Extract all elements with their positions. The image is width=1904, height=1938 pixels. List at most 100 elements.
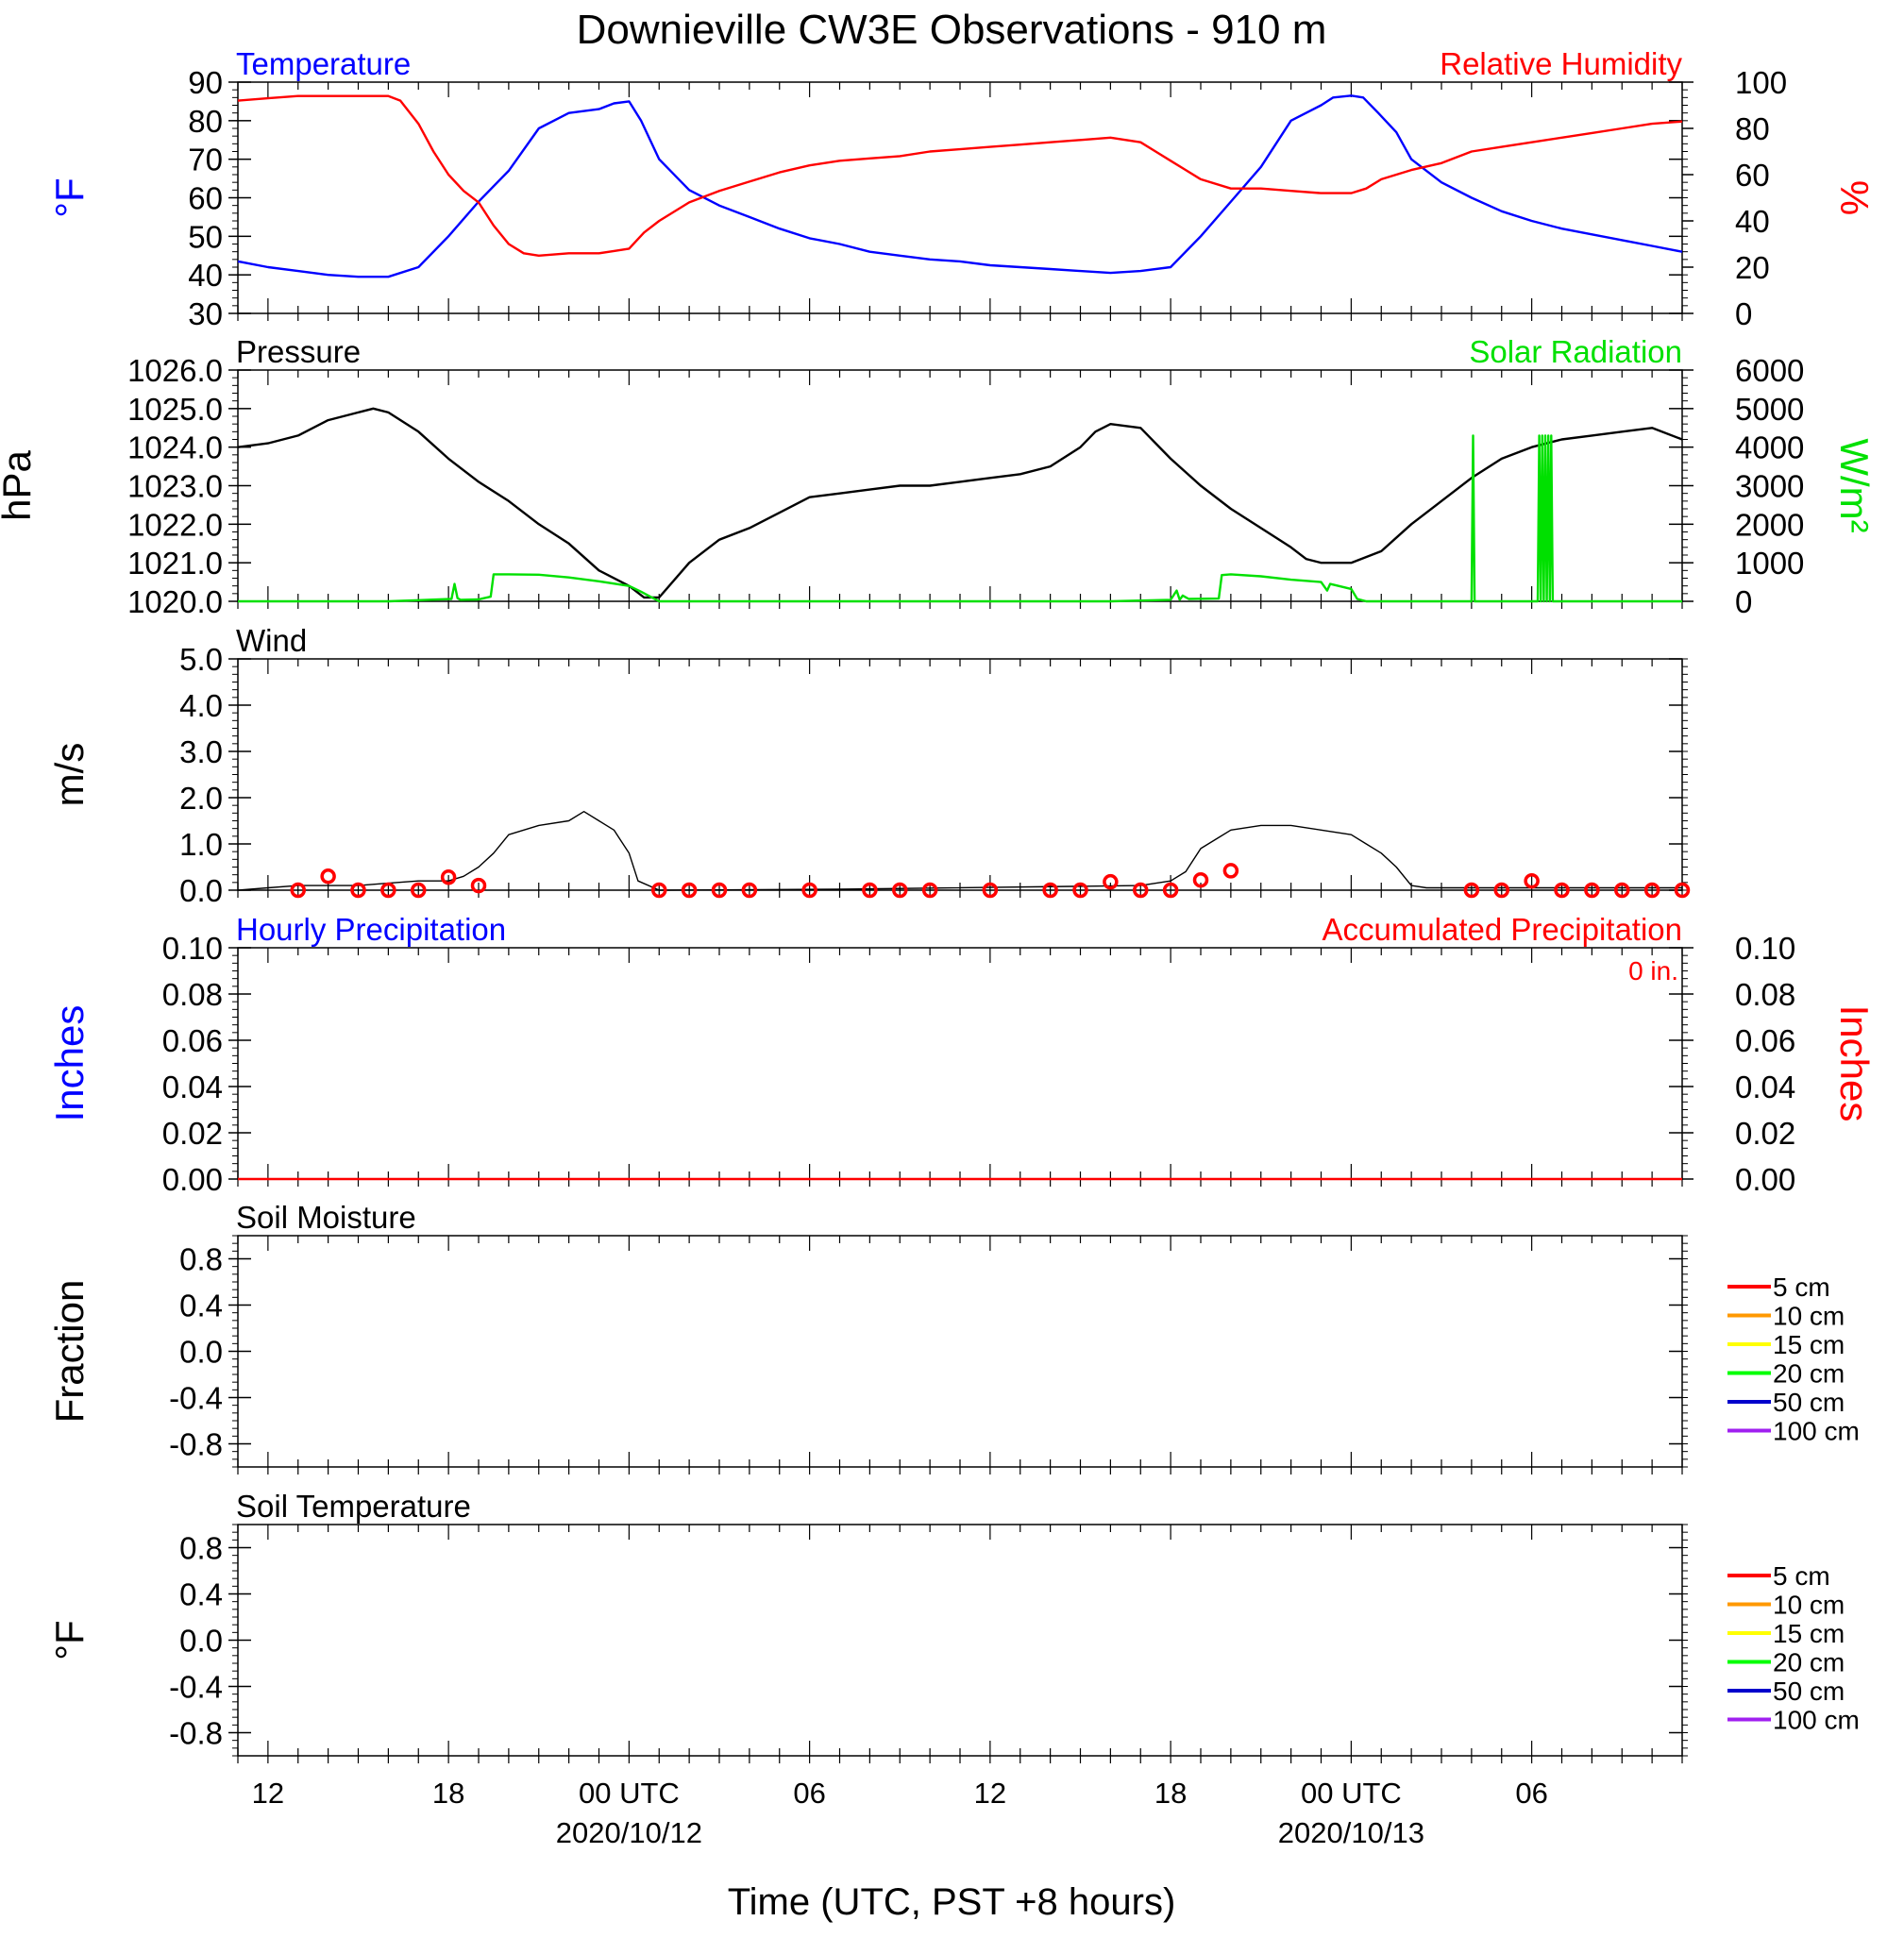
y-tick-label-left: 1026.0 xyxy=(127,353,223,388)
wind-marker xyxy=(1192,871,1209,888)
panel-title-left: Hourly Precipitation xyxy=(236,912,506,947)
wind-marker xyxy=(651,882,667,899)
wind-marker xyxy=(982,882,999,899)
series-line xyxy=(237,811,1682,891)
y-tick-label-left: 0.04 xyxy=(162,1070,223,1104)
wind-marker xyxy=(290,882,306,899)
series-line xyxy=(238,434,1682,603)
wind-marker xyxy=(1524,872,1540,889)
y-tick-label-left: 0.10 xyxy=(162,931,223,966)
y-tick-label-left: 5.0 xyxy=(179,642,223,677)
wind-marker xyxy=(350,882,366,899)
x-tick-label: 00 UTC xyxy=(579,1777,680,1810)
y-axis-label-right: % xyxy=(1832,180,1877,215)
wind-marker xyxy=(470,877,487,894)
wind-marker xyxy=(1103,873,1119,890)
x-tick-date-label: 2020/10/13 xyxy=(1278,1816,1424,1849)
panel-title-right: Accumulated Precipitation xyxy=(1322,912,1682,947)
panel-frame xyxy=(237,658,1683,891)
wind-marker xyxy=(1222,863,1239,879)
y-axis-label-left: Inches xyxy=(47,1005,92,1122)
y-tick-label-left: 1023.0 xyxy=(127,469,223,504)
y-axis-label-left: Fraction xyxy=(47,1280,92,1424)
x-tick-label: 06 xyxy=(793,1777,825,1810)
wind-marker xyxy=(1133,882,1149,899)
panel-title-right: Solar Radiation xyxy=(1469,334,1682,369)
y-tick-label-left: 0.4 xyxy=(179,1289,223,1323)
y-tick-label-left: -0.8 xyxy=(169,1716,223,1751)
y-axis-label-left: m/s xyxy=(47,743,92,807)
wind-marker xyxy=(681,882,698,899)
y-tick-label-right: 40 xyxy=(1735,204,1770,239)
y-tick-label-left: 50 xyxy=(188,219,223,254)
y-axis-label-left: °F xyxy=(47,177,92,217)
y-axis-label-right: Inches xyxy=(1832,1005,1877,1122)
y-tick-label-right: 0 xyxy=(1735,584,1752,619)
y-tick-label-left: 4.0 xyxy=(179,688,223,723)
y-tick-label-left: 1020.0 xyxy=(127,584,223,619)
y-tick-label-left: 90 xyxy=(188,65,223,100)
y-tick-label-left: 40 xyxy=(188,258,223,293)
x-tick-label: 06 xyxy=(1515,1777,1547,1810)
y-tick-label-right: 0.08 xyxy=(1735,977,1795,1012)
y-tick-label-right: 0.06 xyxy=(1735,1023,1795,1058)
x-tick-label: 18 xyxy=(432,1777,464,1810)
wind-marker xyxy=(711,882,728,899)
legend-label: 100 cm xyxy=(1773,1417,1860,1446)
legend-label: 50 cm xyxy=(1773,1677,1845,1706)
y-tick-label-right: 0 xyxy=(1735,296,1752,331)
accumulated-total-label: 0 in. xyxy=(1628,956,1678,986)
y-tick-label-left: 0.8 xyxy=(179,1242,223,1277)
y-tick-label-right: 60 xyxy=(1735,158,1770,193)
y-tick-label-right: 1000 xyxy=(1735,546,1804,581)
y-tick-label-left: 1021.0 xyxy=(127,546,223,581)
panel-frame xyxy=(237,369,1683,602)
y-tick-label-left: 30 xyxy=(188,296,223,331)
y-axis-label-left: hPa xyxy=(0,449,39,520)
y-tick-label-left: 1024.0 xyxy=(127,430,223,465)
chart-title: Downieville CW3E Observations - 910 m xyxy=(577,7,1327,53)
panel-wind: 0.0 1.0 2.0 3.0 4.0 5.0 Wind m/s xyxy=(47,623,1691,908)
y-tick-label-left: 1025.0 xyxy=(127,392,223,427)
x-tick-label: 12 xyxy=(252,1777,284,1810)
wind-marker xyxy=(892,882,908,899)
legend-label: 15 cm xyxy=(1773,1619,1845,1648)
y-tick-label-right: 80 xyxy=(1735,111,1770,146)
wind-marker xyxy=(1674,882,1691,899)
panel-title-left: Soil Temperature xyxy=(236,1489,471,1524)
y-tick-label-left: 0.02 xyxy=(162,1116,223,1151)
wind-marker xyxy=(1072,882,1088,899)
y-tick-label-left: 70 xyxy=(188,143,223,177)
legend-label: 5 cm xyxy=(1773,1561,1830,1591)
y-tick-label-left: -0.4 xyxy=(169,1381,223,1416)
legend-label: 5 cm xyxy=(1773,1272,1830,1302)
y-tick-label-left: 1.0 xyxy=(179,827,223,862)
y-tick-label-right: 20 xyxy=(1735,250,1770,285)
panel-title-left: Pressure xyxy=(236,334,361,369)
wind-marker xyxy=(1643,882,1660,899)
x-tick-date-label: 2020/10/12 xyxy=(556,1816,702,1849)
y-tick-label-right: 3000 xyxy=(1735,469,1804,504)
x-axis-label: Time (UTC, PST +8 hours) xyxy=(728,1881,1176,1923)
y-axis-label-left: °F xyxy=(47,1620,92,1660)
legend-label: 10 cm xyxy=(1773,1302,1845,1331)
panel-title-left: Soil Moisture xyxy=(236,1200,416,1235)
wind-marker xyxy=(411,882,427,899)
legend-label: 100 cm xyxy=(1773,1706,1860,1735)
panel-soil_moisture: -0.8 -0.4 0.0 0.4 0.8 Soil Moisture Fraction 5 … xyxy=(47,1200,1860,1475)
y-tick-label-right: 0.00 xyxy=(1735,1162,1795,1197)
y-tick-label-left: 0.4 xyxy=(179,1577,223,1612)
panel-title-left: Temperature xyxy=(236,46,411,81)
wind-marker xyxy=(741,882,758,899)
x-tick-label: 12 xyxy=(974,1777,1006,1810)
y-tick-label-right: 2000 xyxy=(1735,507,1804,542)
wind-marker xyxy=(801,882,817,899)
legend-label: 15 cm xyxy=(1773,1330,1845,1359)
y-tick-label-left: 1022.0 xyxy=(127,507,223,542)
y-tick-label-right: 0.10 xyxy=(1735,931,1795,966)
y-tick-label-right: 0.02 xyxy=(1735,1116,1795,1151)
